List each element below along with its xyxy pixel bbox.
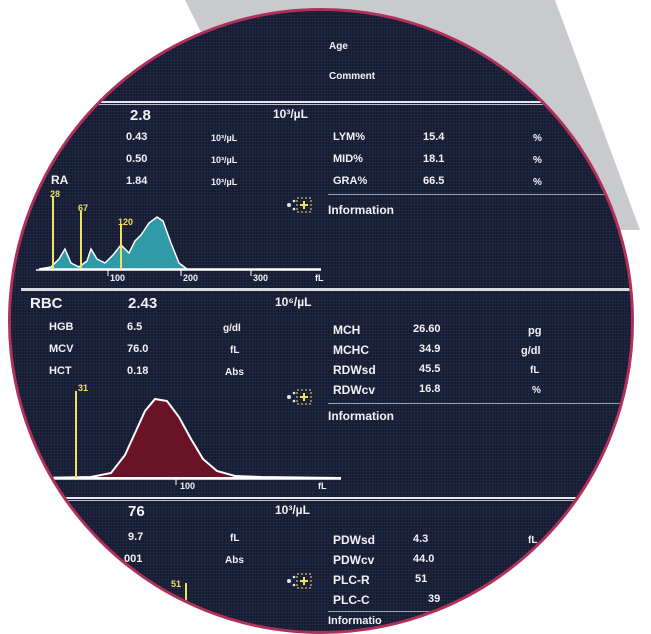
wbc-row-label: RA: [51, 173, 69, 187]
wbc-row-unit: 10³/µL: [211, 155, 238, 165]
wbc-marker-label: 28: [50, 189, 61, 199]
pdwsd-label: PDWsd: [333, 533, 375, 547]
plcc-label: PLC-C: [333, 593, 370, 607]
lens-frame: Age Comment 2.8 10³/µL 0.43 10³/µL 0.50 …: [8, 8, 634, 634]
mch-label: MCH: [333, 323, 361, 337]
wbc-row-value: 1.84: [126, 175, 148, 187]
pdwsd-value: 4.3: [413, 533, 429, 545]
hct-label: HCT: [49, 365, 72, 377]
analyzer-screen: Age Comment 2.8 10³/µL 0.43 10³/µL 0.50 …: [11, 11, 631, 631]
mcv-unit: fL: [230, 345, 240, 356]
plt-info-label: Informatio: [328, 615, 382, 627]
rdwcv-unit: %: [532, 385, 541, 396]
plcc-value: 39: [428, 593, 441, 605]
age-label: Age: [329, 41, 348, 52]
rdwsd-unit: fL: [530, 365, 540, 376]
lym-label: LYM%: [333, 131, 365, 143]
zoom-icon[interactable]: [284, 571, 314, 596]
rdwcv-label: RDWcv: [333, 383, 376, 397]
rbc-axis-tick: 100: [180, 481, 196, 491]
rdwsd-label: RDWsd: [333, 363, 376, 377]
plt-row-value: .001: [121, 553, 143, 565]
lym-value: 15.4: [423, 131, 445, 143]
rdwsd-value: 45.5: [419, 363, 441, 375]
mch-value: 26.60: [413, 323, 441, 335]
rbc-info-label: Information: [328, 409, 394, 423]
section-divider: [21, 497, 631, 499]
wbc-row-value: 0.50: [126, 153, 148, 165]
rbc-value: 2.43: [128, 295, 158, 312]
gra-value: 66.5: [423, 175, 445, 187]
wbc-axis-unit: fL: [315, 273, 324, 283]
section-divider: [73, 104, 631, 105]
gra-unit: %: [533, 177, 542, 188]
mid-label: MID%: [333, 153, 363, 165]
plcr-value: 51: [415, 573, 428, 585]
plcr-label: PLC-R: [333, 573, 370, 587]
wbc-axis-tick: 100: [110, 273, 126, 283]
mid-unit: %: [533, 155, 542, 166]
mch-unit: pg: [528, 325, 542, 337]
wbc-axis-tick: 300: [253, 273, 269, 283]
wbc-info-label: Information: [328, 203, 394, 217]
rbc-histogram: [29, 391, 341, 485]
wbc-histogram: [36, 197, 321, 276]
plt-marker-label: 51: [171, 579, 182, 589]
hgb-label: HGB: [49, 321, 74, 333]
hct-unit: Abs: [225, 367, 244, 378]
wbc-value: 2.8: [130, 107, 151, 124]
mchc-unit: g/dl: [521, 345, 541, 357]
zoom-icon[interactable]: [284, 387, 314, 412]
zoom-icon[interactable]: [284, 195, 314, 220]
hgb-value: 6.5: [127, 321, 143, 333]
hct-value: 0.18: [127, 365, 149, 377]
mcv-label: MCV: [49, 343, 74, 355]
plt-marker-line: [185, 583, 187, 623]
wbc-axis-tick: 200: [183, 273, 199, 283]
wbc-row-unit: 10³/µL: [211, 133, 238, 143]
pdwsd-unit: fL: [528, 535, 538, 546]
mchc-value: 34.9: [419, 343, 441, 355]
section-divider: [21, 288, 631, 291]
pdwcv-label: PDWcv: [333, 553, 375, 567]
lym-unit: %: [533, 133, 542, 144]
gra-label: GRA%: [333, 175, 368, 187]
plt-row-value: 9.7: [128, 531, 144, 543]
info-divider: [328, 403, 628, 404]
rbc-axis-unit: fL: [318, 481, 327, 491]
mcv-value: 76.0: [127, 343, 149, 355]
mchc-label: MCHC: [333, 343, 369, 357]
plt-value: 76: [128, 503, 145, 520]
rbc-marker-label: 31: [78, 383, 89, 393]
wbc-marker-label: 120: [118, 217, 134, 227]
pdwcv-value: 44.0: [413, 553, 435, 565]
magnified-view: Age Comment 2.8 10³/µL 0.43 10³/µL 0.50 …: [8, 0, 640, 634]
rbc-unit: 10⁶/µL: [275, 295, 312, 309]
wbc-marker-label: 67: [78, 203, 89, 213]
comment-label: Comment: [329, 71, 376, 82]
wbc-row-unit: 10³/µL: [211, 177, 238, 187]
rdwcv-value: 16.8: [419, 383, 441, 395]
wbc-unit: 10³/µL: [273, 107, 308, 121]
mid-value: 18.1: [423, 153, 445, 165]
plt-row-unit: fL: [230, 533, 240, 544]
section-divider: [21, 500, 631, 501]
rbc-label: RBC: [30, 295, 63, 312]
info-divider: [328, 611, 628, 612]
plt-unit: 10³/µL: [275, 503, 310, 517]
plt-row-unit: Abs: [225, 555, 244, 566]
wbc-row-value: 0.43: [126, 131, 148, 143]
hgb-unit: g/dl: [223, 323, 241, 334]
info-divider: [328, 194, 628, 195]
section-divider: [73, 101, 631, 103]
